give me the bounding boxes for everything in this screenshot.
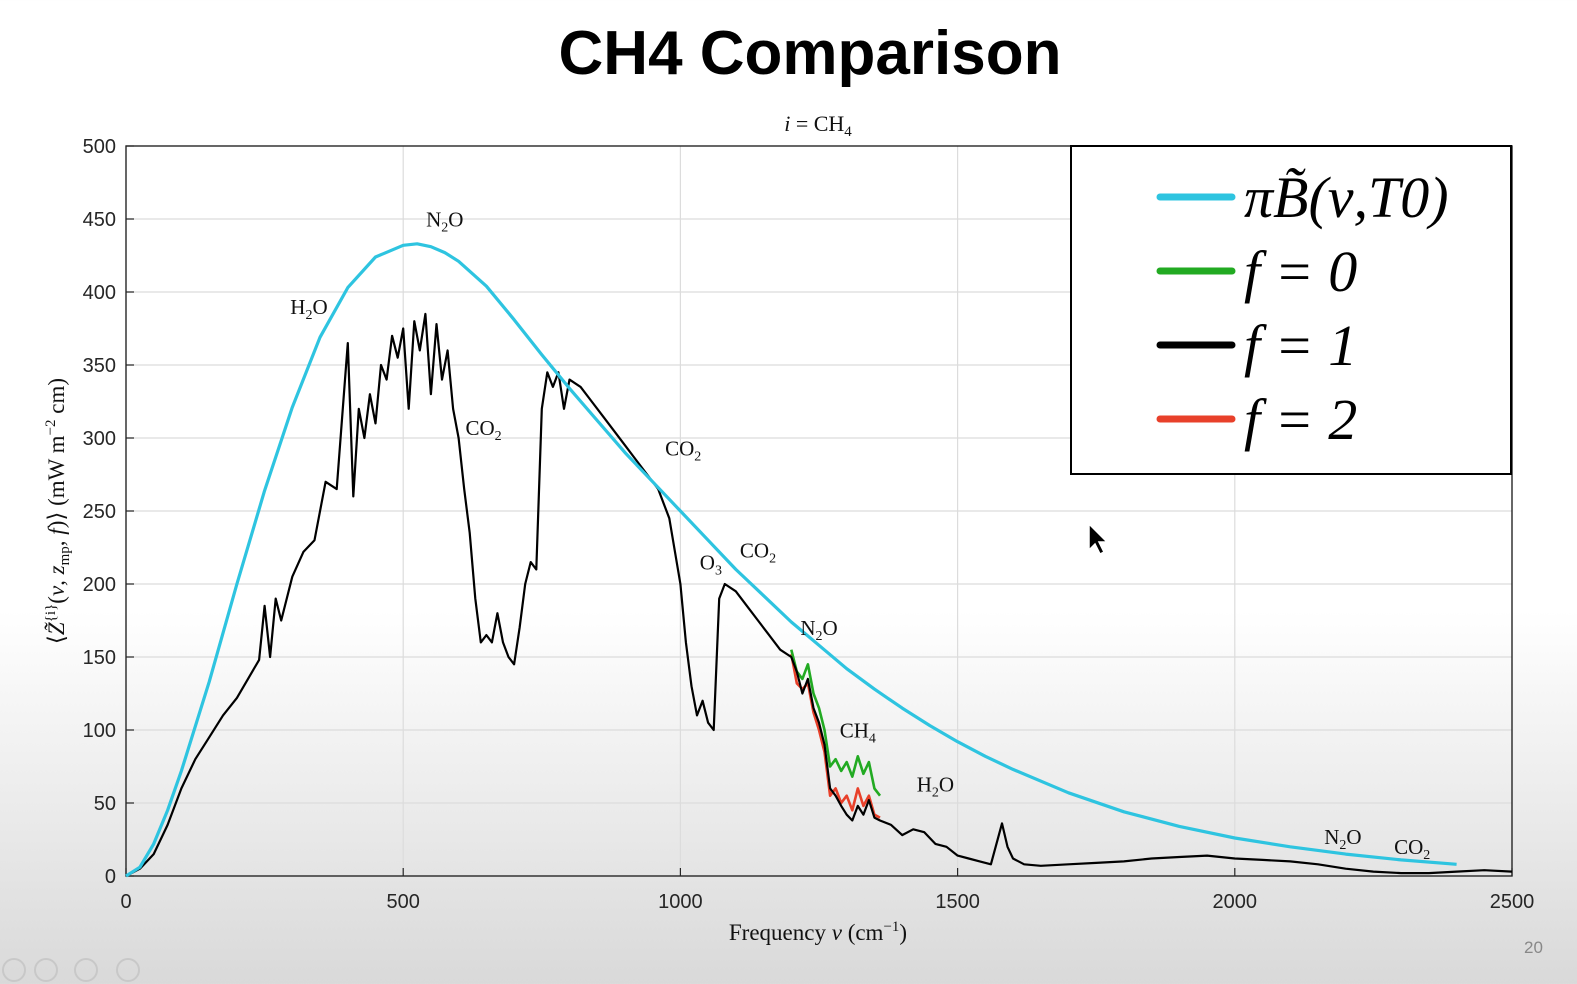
annotation-label: N2O: [426, 207, 463, 235]
y-tick-label: 400: [83, 282, 116, 304]
legend-box: [1070, 145, 1512, 475]
y-tick-label: 250: [83, 501, 116, 523]
x-tick-label: 0: [120, 891, 131, 913]
y-tick-label: 150: [83, 647, 116, 669]
annotation-label: CH4: [840, 718, 876, 746]
x-tick-label: 500: [387, 891, 420, 913]
legend: πB̃(ν,T0) f = 0 f = 1 f = 2: [1070, 145, 1512, 475]
annotation-label: N2O: [1324, 825, 1361, 853]
y-ticks: 0 50 100 150 200 250 300 350 400 450 500: [83, 136, 134, 888]
annotation-label: CO2: [1394, 835, 1430, 863]
annotation-label: H2O: [917, 772, 954, 800]
legend-item-f2: f = 2: [1156, 387, 1357, 452]
control-icon[interactable]: [2, 958, 26, 982]
legend-label: f = 2: [1244, 387, 1357, 452]
annotation-label: CO2: [665, 437, 701, 465]
annotation-label: CO2: [740, 539, 776, 567]
legend-label: f = 0: [1244, 239, 1357, 304]
x-tick-label: 2000: [1213, 891, 1258, 913]
chart-title: i = CH4: [784, 111, 852, 140]
legend-item-f1: f = 1: [1156, 313, 1357, 378]
y-tick-label: 200: [83, 574, 116, 596]
x-ticks: 0 500 1000 1500 2000 2500: [120, 868, 1534, 913]
y-axis-label: ⟨Z̃{i}(ν, zmp, f)⟩ (mW m−2 cm): [43, 378, 73, 644]
y-tick-label: 50: [94, 793, 116, 815]
y-tick-label: 300: [83, 428, 116, 450]
annotations: H2O N2O CO2 CO2 O3 CO2 N2O CH4 H2O N2O CO2: [290, 207, 1430, 863]
legend-item-planck: πB̃(ν,T0): [1156, 165, 1449, 230]
y-tick-label: 0: [105, 866, 116, 888]
y-tick-label: 100: [83, 720, 116, 742]
legend-label: πB̃(ν,T0): [1244, 165, 1449, 230]
annotation-label: N2O: [800, 616, 837, 644]
annotation-label: O3: [700, 550, 722, 578]
legend-item-f0: f = 0: [1156, 239, 1357, 304]
mouse-cursor-icon: [1088, 522, 1109, 556]
more-icon[interactable]: [116, 958, 140, 982]
series-layer: [125, 242, 1513, 878]
series-planck-line: [125, 242, 1457, 878]
annotation-label: CO2: [465, 416, 501, 444]
slide-title: CH4 Comparison: [558, 19, 1062, 88]
control-icon[interactable]: [34, 958, 58, 982]
zoom-icon[interactable]: [74, 958, 98, 982]
series-f1-line: [125, 312, 1513, 877]
x-axis-label: Frequency ν (cm−1): [729, 919, 907, 945]
x-tick-label: 2500: [1490, 891, 1535, 913]
slide-number: 20: [1524, 938, 1543, 957]
y-tick-label: 450: [83, 209, 116, 231]
legend-label: f = 1: [1244, 313, 1357, 378]
series-f0-line: [790, 649, 882, 797]
y-tick-label: 350: [83, 355, 116, 377]
annotation-label: H2O: [290, 295, 327, 323]
y-tick-label: 500: [83, 136, 116, 158]
x-tick-label: 1000: [658, 891, 703, 913]
x-tick-label: 1500: [935, 891, 980, 913]
presentation-controls[interactable]: [2, 956, 152, 984]
